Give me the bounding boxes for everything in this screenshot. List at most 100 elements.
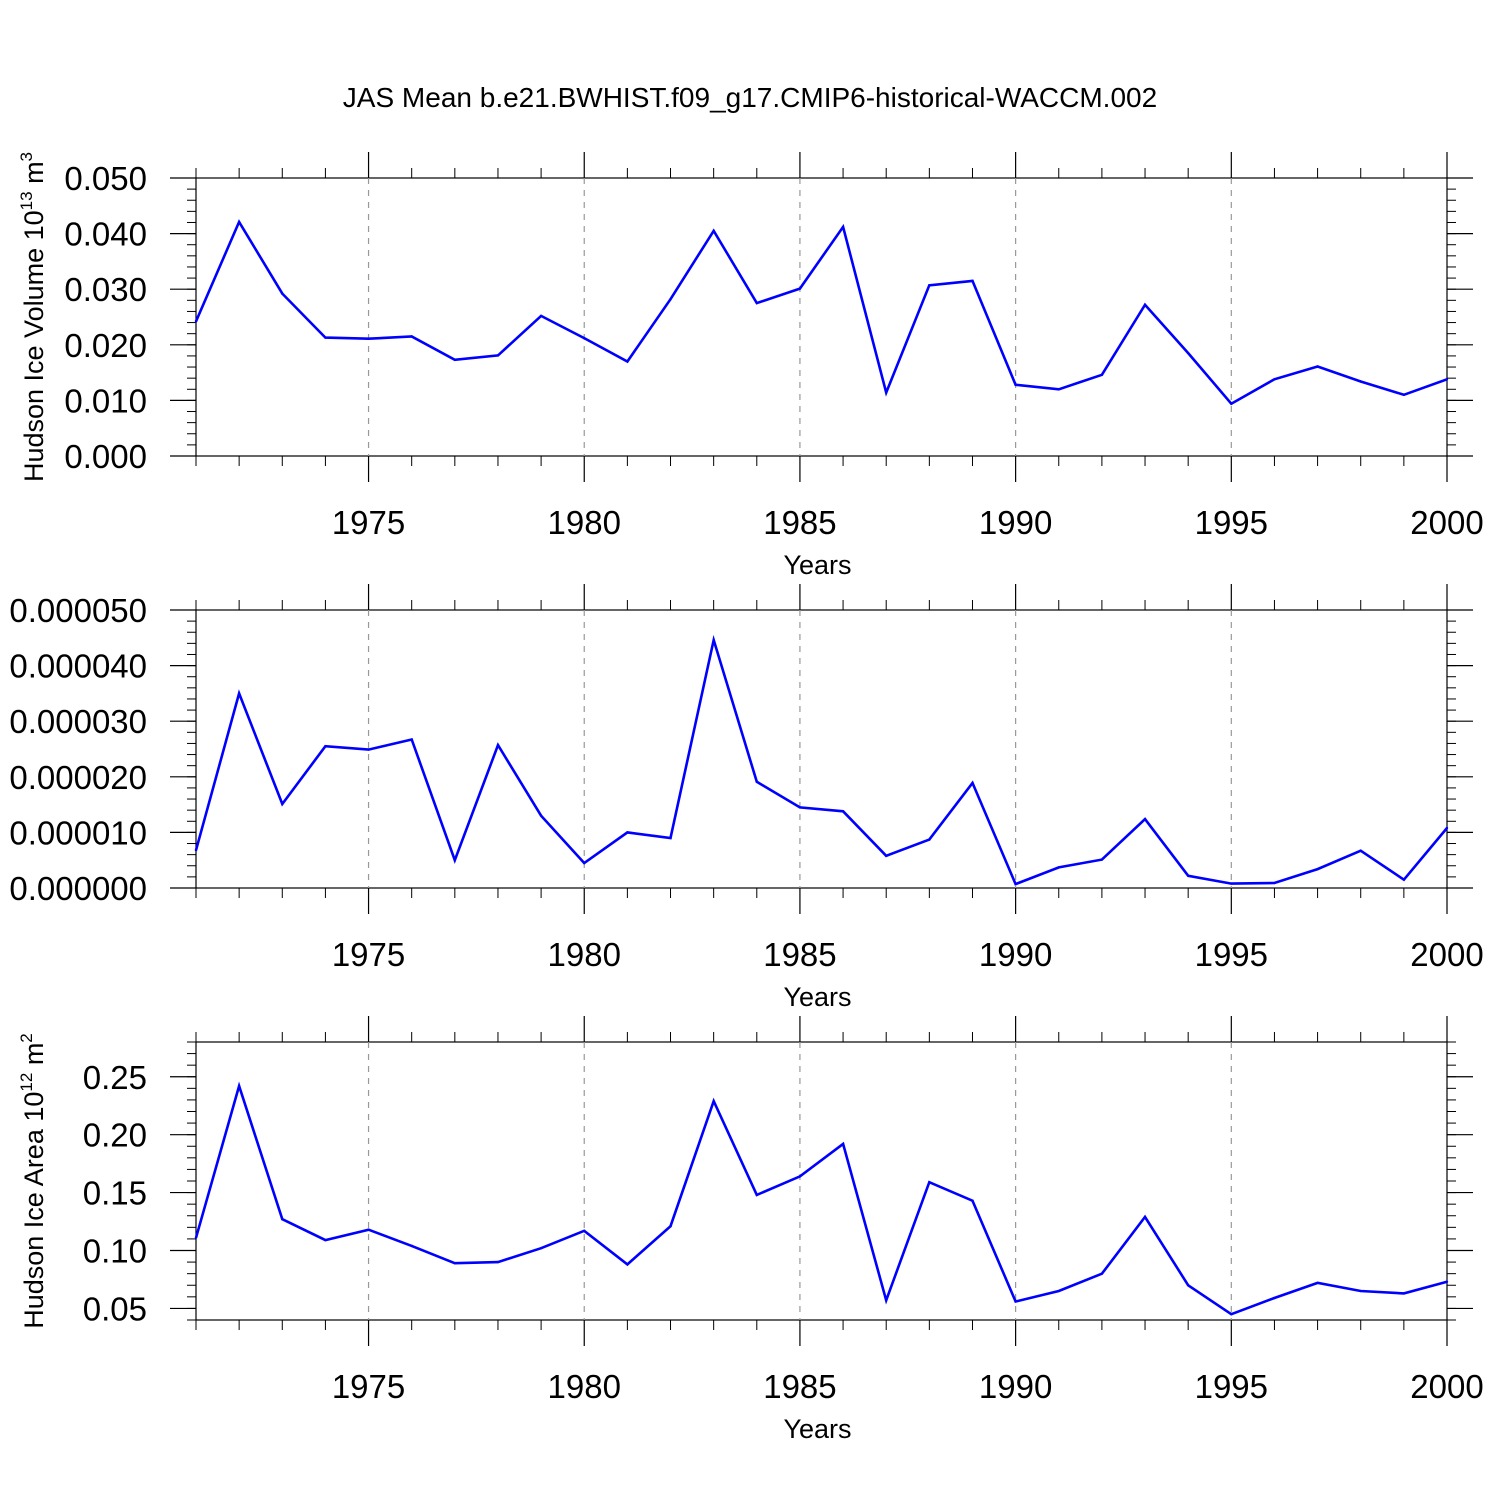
y-tick-label: 0.25 — [83, 1059, 147, 1096]
data-point — [1100, 1272, 1104, 1275]
x-tick-label: 1995 — [1195, 1368, 1268, 1405]
data-point — [1445, 826, 1449, 830]
data-point — [1359, 849, 1362, 852]
y-axis-title-unit: m — [19, 1043, 49, 1073]
data-point — [798, 1175, 802, 1178]
panel-ice-area: 1975 1980 1985 1990 1995 2000 0.05 0.10 0.15 0.20… — [17, 1016, 1484, 1444]
data-point — [841, 1142, 845, 1146]
data-point — [928, 284, 931, 287]
data-point — [1014, 882, 1017, 886]
data-point — [798, 287, 802, 290]
x-tick-label: 1985 — [763, 504, 836, 541]
data-point — [1402, 1292, 1406, 1295]
data-point — [669, 836, 672, 840]
x-tick-label: 1990 — [979, 936, 1052, 973]
data-point — [841, 225, 845, 229]
x-axis-title: Years — [783, 1414, 851, 1444]
panel-ice-volume: 1975 1980 1985 1990 1995 2000 0.000 0.010 0.020 0… — [17, 152, 1484, 580]
data-point — [1402, 878, 1406, 881]
data-point — [1057, 866, 1060, 869]
data-point — [367, 748, 370, 751]
x-tick-label: 1995 — [1195, 936, 1268, 973]
data-point — [453, 358, 457, 362]
y-tick-label: 0.000020 — [9, 759, 147, 796]
series-line — [194, 219, 1448, 406]
data-point — [669, 298, 672, 301]
x-axis-title: Years — [783, 550, 851, 580]
data-point — [496, 1260, 500, 1264]
data-point — [1445, 1280, 1449, 1283]
x-tick-label: 2000 — [1410, 504, 1483, 541]
data-point — [453, 1262, 457, 1265]
x-tick-label: 1990 — [979, 1368, 1052, 1405]
x-axis-title: Years — [783, 982, 851, 1012]
data-point — [367, 337, 370, 340]
data-point — [712, 229, 715, 233]
series-line — [194, 1081, 1448, 1316]
data-point — [1230, 882, 1233, 885]
data-point — [583, 1229, 586, 1233]
data-point — [1100, 858, 1104, 861]
data-point — [755, 780, 758, 784]
data-point — [237, 1084, 241, 1088]
y-tick-label: 0.05 — [83, 1290, 147, 1327]
data-point — [626, 831, 629, 834]
x-tick-label: 1980 — [548, 936, 621, 973]
data-point — [1014, 1300, 1017, 1303]
data-point — [194, 1236, 198, 1239]
data-point — [583, 861, 586, 865]
data-point — [194, 848, 198, 852]
y-tick-label: 0.15 — [83, 1175, 147, 1212]
data-point — [1359, 380, 1362, 383]
x-tick-label: 1995 — [1195, 504, 1268, 541]
y-tick-label: 0.010 — [64, 382, 147, 419]
data-point — [755, 1193, 758, 1197]
y-axis-title-unit-exponent: 2 — [17, 1033, 36, 1042]
data-point — [798, 806, 802, 809]
y-tick-label: 0.020 — [64, 327, 147, 364]
data-point — [1359, 1289, 1362, 1293]
data-point — [496, 354, 500, 357]
y-tick-label: 0.10 — [83, 1233, 147, 1270]
y-tick-label: 0.040 — [64, 216, 147, 253]
data-point — [1143, 1215, 1147, 1219]
data-point — [1186, 1284, 1190, 1287]
data-point — [1057, 388, 1060, 391]
y-axis-title-unit: m — [19, 161, 49, 191]
data-point — [1402, 393, 1406, 397]
x-tick-label: 2000 — [1410, 1368, 1483, 1405]
y-tick-label: 0.20 — [83, 1117, 147, 1154]
data-point — [1186, 351, 1190, 355]
data-point — [1057, 1289, 1060, 1293]
data-point — [669, 1224, 672, 1228]
data-point — [1014, 383, 1017, 387]
data-point — [841, 810, 845, 813]
data-point — [410, 1244, 413, 1248]
data-point — [1230, 1313, 1233, 1316]
plot-frame — [195, 1041, 1448, 1321]
data-point — [281, 1218, 284, 1221]
data-point — [1186, 874, 1190, 877]
chart-title: JAS Mean b.e21.BWHIST.f09_g17.CMIP6-hist… — [343, 82, 1157, 113]
x-tick-label: 1985 — [763, 936, 836, 973]
data-point — [367, 1228, 370, 1231]
x-tick-label: 1975 — [332, 1368, 405, 1405]
data-point — [1316, 1281, 1319, 1285]
x-tick-label: 1975 — [332, 936, 405, 973]
plot-frame — [195, 177, 1448, 457]
x-tick-label: 1985 — [763, 1368, 836, 1405]
data-point — [237, 220, 241, 224]
data-point — [194, 320, 198, 323]
series-line — [194, 634, 1448, 886]
data-point — [281, 292, 284, 295]
data-point — [237, 692, 241, 695]
x-tick-label: 1975 — [332, 504, 405, 541]
data-point — [496, 743, 500, 747]
y-axis-title: Hudson Ice Area 1012 m2 — [17, 1033, 49, 1329]
data-point — [324, 336, 327, 339]
y-tick-label: 0.000050 — [9, 592, 147, 629]
y-tick-label: 0.030 — [64, 271, 147, 308]
data-point — [1445, 378, 1449, 381]
x-tick-label: 1990 — [979, 504, 1052, 541]
